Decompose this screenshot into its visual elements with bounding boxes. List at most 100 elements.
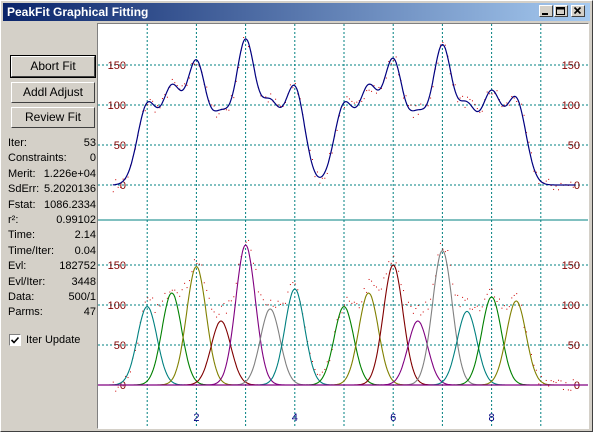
- top-data-point: [336, 129, 338, 131]
- maximize-button[interactable]: [554, 5, 568, 17]
- bottom-data-point: [570, 389, 572, 391]
- bottom-data-point: [115, 390, 117, 392]
- top-data-point: [373, 85, 375, 87]
- bottom-data-point: [334, 331, 336, 333]
- bottom-data-point: [464, 299, 466, 301]
- bottom-data-point: [208, 297, 210, 299]
- bottom-data-point: [462, 296, 464, 298]
- top-data-point: [437, 62, 439, 64]
- checkbox-box[interactable]: [9, 334, 21, 346]
- bottom-data-point: [412, 312, 414, 314]
- bottom-data-point: [149, 299, 151, 301]
- top-data-point: [363, 98, 365, 100]
- bottom-data-point: [452, 283, 454, 285]
- bottom-data-point: [361, 301, 363, 303]
- stat-label: Evl:: [8, 260, 27, 273]
- peak-component-2: [112, 292, 230, 386]
- top-data-point: [486, 91, 488, 93]
- top-data-point: [321, 177, 323, 179]
- bottom-data-point: [344, 304, 345, 306]
- stat-label: Data:: [8, 291, 35, 303]
- top-data-point: [368, 89, 370, 91]
- top-data-point: [467, 96, 468, 98]
- bottom-data-point: [127, 377, 129, 379]
- bottom-data-point: [161, 300, 163, 302]
- bottom-data-point: [277, 300, 279, 302]
- bottom-data-point: [314, 369, 316, 371]
- title-bar[interactable]: PeakFit Graphical Fitting: [3, 3, 590, 21]
- review-fit-button[interactable]: Review Fit: [11, 107, 95, 128]
- bottom-data-point: [324, 368, 326, 370]
- stat-row: r²: 0.99102: [8, 214, 96, 227]
- bottom-data-point: [292, 282, 294, 284]
- top-data-point: [407, 105, 409, 107]
- bottom-data-point: [479, 310, 481, 312]
- top-data-point: [533, 170, 535, 172]
- bottom-data-point: [405, 303, 407, 305]
- bottom-data-point: [481, 306, 483, 308]
- top-data-point: [166, 96, 168, 98]
- abort-fit-button[interactable]: Abort Fit: [10, 55, 96, 78]
- top-data-point: [558, 189, 560, 191]
- bottom-data-point: [230, 300, 232, 302]
- close-button[interactable]: [571, 5, 585, 17]
- fit-plot-area[interactable]: 0050501001001501500050501001001501502468: [97, 23, 589, 429]
- bottom-data-point: [506, 308, 508, 310]
- bottom-data-point: [420, 314, 422, 316]
- stat-row: Evl/Iter: 3448: [8, 276, 96, 289]
- addl-adjust-button[interactable]: Addl Adjust: [11, 82, 95, 103]
- minimize-button[interactable]: [539, 5, 553, 17]
- top-y-tick-label-left: 150: [108, 60, 126, 72]
- bottom-data-point: [422, 311, 424, 313]
- top-data-point: [326, 172, 328, 174]
- bottom-data-point: [331, 349, 333, 351]
- bottom-data-point: [280, 303, 282, 305]
- bottom-data-point: [270, 299, 272, 301]
- stat-label: Merit:: [8, 167, 36, 180]
- bottom-data-point: [122, 385, 124, 387]
- iter-update-checkbox[interactable]: Iter Update: [9, 333, 97, 347]
- bottom-data-point: [218, 313, 220, 315]
- bottom-data-point: [125, 375, 127, 377]
- stat-value: 0.99102: [56, 214, 96, 226]
- bottom-data-point: [137, 342, 139, 344]
- bottom-data-point: [316, 373, 318, 375]
- top-data-point: [339, 115, 341, 117]
- top-data-point: [430, 97, 432, 99]
- bottom-data-point: [373, 284, 375, 286]
- bottom-data-point: [341, 312, 343, 314]
- bottom-data-point: [176, 292, 178, 294]
- top-data-point: [356, 101, 358, 103]
- top-data-point: [117, 186, 119, 188]
- bottom-data-point: [181, 289, 183, 291]
- top-data-point: [324, 177, 326, 179]
- top-data-point: [292, 87, 294, 89]
- top-data-point: [282, 105, 284, 107]
- bottom-data-point: [533, 364, 535, 366]
- top-data-point: [452, 84, 454, 86]
- bottom-data-point: [430, 298, 432, 300]
- bottom-data-point: [164, 292, 166, 294]
- bottom-data-point: [312, 360, 314, 362]
- top-data-point: [144, 110, 146, 112]
- top-data-point: [390, 63, 392, 65]
- bottom-data-point: [368, 278, 370, 280]
- bottom-data-point: [329, 360, 331, 362]
- bottom-data-point: [476, 305, 478, 307]
- top-data-point: [157, 105, 159, 107]
- top-data-point: [489, 93, 491, 95]
- top-data-point: [378, 86, 380, 88]
- bottom-y-tick-label-left: 150: [108, 260, 126, 272]
- stat-label: r²:: [8, 214, 19, 226]
- bottom-data-point: [166, 297, 168, 299]
- top-data-point: [432, 86, 434, 88]
- bottom-data-point: [513, 294, 515, 296]
- stat-value: 0.04: [74, 244, 96, 257]
- stat-label: Constraints:: [8, 152, 67, 165]
- bottom-data-point: [262, 299, 264, 301]
- bottom-data-point: [403, 290, 405, 292]
- bottom-data-point: [558, 379, 560, 381]
- bottom-data-point: [319, 374, 321, 376]
- bottom-data-point: [550, 380, 552, 382]
- top-data-point: [329, 152, 331, 154]
